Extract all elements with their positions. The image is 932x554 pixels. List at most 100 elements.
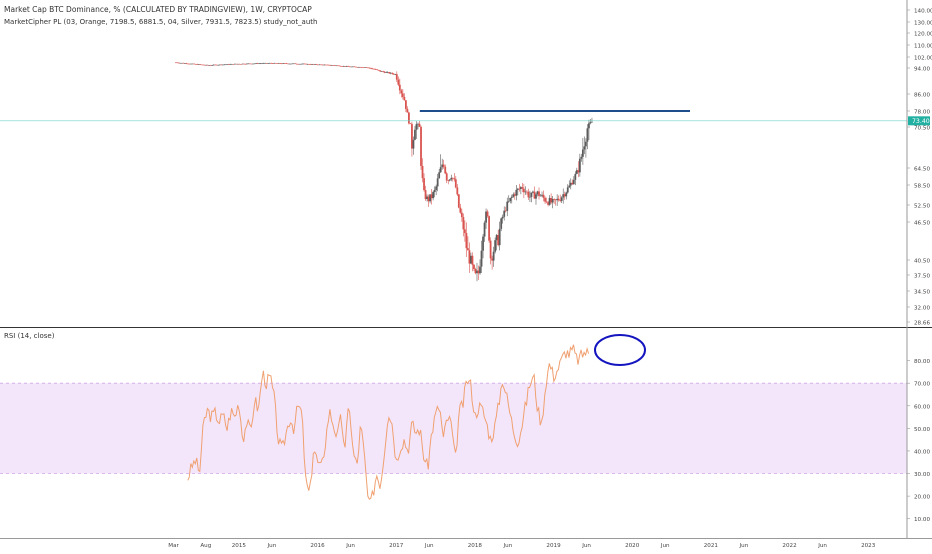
candle-body [306,64,309,65]
candle-body [237,63,239,65]
candle-body [199,64,202,65]
candle-body [578,158,581,173]
candle-body [336,65,339,67]
candle-body [294,63,297,65]
candle-body [282,63,285,64]
candle-body [179,62,182,64]
price-tick-label: 28.66 [914,321,930,327]
price-tick-label: 46.50 [914,221,930,227]
rsi-panel: RSI (14, close) [0,332,907,500]
candle-body [320,64,323,66]
candle-body [326,64,329,66]
candle-body [276,63,279,64]
current-price-badge-text: 73.40 [912,118,930,125]
candle-body [572,179,575,185]
candle-body [229,64,232,65]
price-tick-label: 40.50 [914,259,930,265]
candle-body [529,196,531,198]
candle-body [355,66,357,68]
candle-body [379,70,382,72]
candle-body [445,173,448,181]
candle-body [223,64,226,66]
candle-body [362,67,365,68]
candle-body [457,194,460,208]
candle-body [408,112,410,124]
rsi-label: RSI (14, close) [4,332,55,340]
candle-body [268,63,271,64]
candle-body [453,178,456,180]
candle-body [332,65,335,66]
candle-body [545,201,548,203]
candle-body [308,64,310,65]
candle-body [451,177,454,179]
candle-body [492,251,495,261]
candle-body [329,65,332,66]
candle-body [554,199,557,201]
candle-body [279,63,282,64]
candle-body [441,164,444,168]
candle-body [551,199,554,203]
candle-body [423,178,425,191]
candle-body [583,146,586,150]
candle-body [544,197,546,202]
candle-body [406,108,409,113]
time-tick-label: 2021 [704,543,719,549]
candle-body [341,66,344,67]
candle-body [450,177,453,180]
candle-body [197,64,200,65]
candle-body [194,64,197,65]
candle-body [190,63,192,65]
price-tick-label: 130.00 [914,21,932,27]
price-candles [175,62,593,282]
candle-body [482,236,484,251]
candle-body [433,189,436,193]
time-tick-label: 2020 [625,543,640,549]
rsi-axis: 80.00 70.00 60.00 50.00 40.00 30.00 20.00 10.00 [906,327,930,538]
rsi-tick-label: 70.00 [914,382,930,388]
price-tick-label: 34.50 [914,290,930,296]
candle-body [290,63,292,65]
candle-body [519,187,522,189]
candle-body [376,69,379,70]
candle-body [547,202,549,205]
candle-body [184,63,186,64]
candle-body [432,192,435,199]
time-tick-label: 2017 [389,543,404,549]
candle-body [208,65,211,66]
candle-body [526,191,528,193]
candle-body [259,63,262,65]
price-tick-label: 140.00 [914,9,932,15]
candle-body [377,69,380,71]
candle-body [463,229,466,234]
candle-body [324,64,327,66]
candle-body [209,65,212,66]
candle-body [524,191,527,193]
candle-body [389,72,392,74]
candle-body [231,63,233,65]
candle-body [205,64,208,66]
candle-body [430,194,433,199]
candle-body [349,66,351,68]
candle-body [359,67,362,68]
price-tick-label: 32.00 [914,306,930,312]
candle-body [309,64,312,65]
candle-body [542,194,545,198]
candle-body [188,63,191,65]
candle-body [585,141,587,147]
candle-body [202,64,205,66]
candle-body [300,63,303,65]
price-tick-label: 70.50 [914,126,930,132]
candle-body [532,191,534,193]
time-tick-label: Jun [581,543,591,549]
candle-body [273,63,276,64]
candle-body [401,93,404,97]
candle-body [498,228,501,246]
candle-body [412,139,415,149]
candle-body [397,79,400,85]
candle-body [563,194,566,197]
candle-body [353,66,356,68]
candle-body [533,191,536,199]
time-tick-label: 2023 [861,543,876,549]
candle-body [288,63,291,65]
candle-body [181,62,183,64]
